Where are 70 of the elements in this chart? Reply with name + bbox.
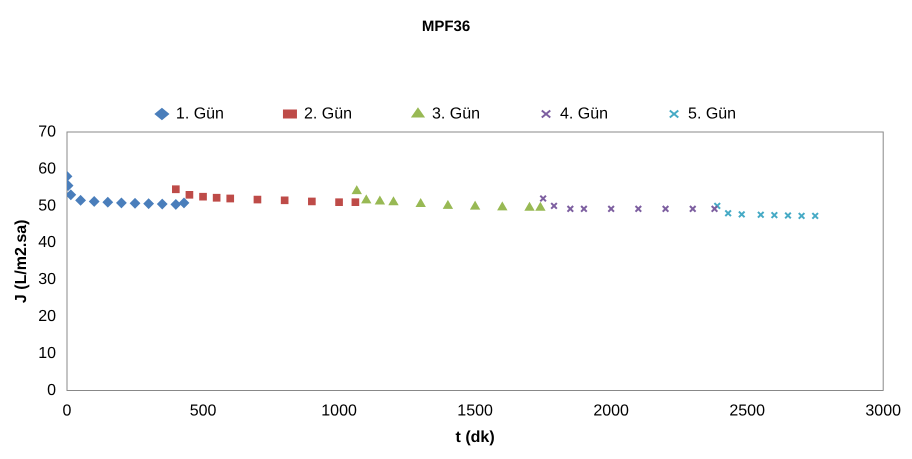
point xyxy=(580,205,588,213)
point xyxy=(724,209,732,218)
point xyxy=(170,199,181,210)
y-tick-label: 40 xyxy=(38,234,56,252)
point xyxy=(536,202,545,211)
legend-label: 2. Gün xyxy=(304,105,352,122)
x-tick-label: 2500 xyxy=(729,402,766,420)
point xyxy=(738,210,746,218)
point xyxy=(226,194,234,202)
point xyxy=(178,198,189,208)
y-tick-label: 50 xyxy=(38,197,56,214)
point xyxy=(186,190,194,199)
point xyxy=(157,199,168,210)
point xyxy=(308,198,316,206)
y-tick-label: 60 xyxy=(38,160,56,178)
chart-title: MPF36 xyxy=(422,18,470,36)
legend-label: 3. Gün xyxy=(432,105,480,122)
x-tick-label: 0 xyxy=(62,402,72,420)
point xyxy=(362,195,371,204)
point xyxy=(607,205,615,213)
point xyxy=(770,211,778,219)
point xyxy=(102,197,113,208)
point xyxy=(199,192,207,200)
point xyxy=(756,210,765,219)
point xyxy=(634,205,642,213)
legend-label: 1. Gün xyxy=(176,105,224,122)
point xyxy=(713,202,722,210)
point xyxy=(76,195,86,206)
point xyxy=(130,198,140,208)
point xyxy=(550,202,558,210)
legend-label: 5. Gün xyxy=(688,105,736,122)
x-tick-label: 500 xyxy=(190,402,216,420)
point xyxy=(389,197,398,206)
y-tick-label: 0 xyxy=(47,382,56,400)
point xyxy=(375,196,384,204)
point xyxy=(66,190,76,200)
point xyxy=(335,198,343,206)
x-axis-title: t (dk) xyxy=(456,428,495,446)
point xyxy=(784,212,792,220)
point xyxy=(470,202,480,210)
y-tick-label: 30 xyxy=(38,271,56,288)
point xyxy=(688,205,697,213)
x-tick-label: 2000 xyxy=(593,402,630,420)
y-tick-label: 10 xyxy=(38,345,56,362)
point xyxy=(254,196,262,204)
point xyxy=(811,212,820,220)
point xyxy=(798,212,806,220)
point xyxy=(352,186,362,194)
point xyxy=(352,198,360,206)
point xyxy=(662,205,670,213)
point xyxy=(525,202,534,211)
y-tick-label: 70 xyxy=(38,123,56,140)
y-axis-title: J (L/m2.sa) xyxy=(13,220,30,304)
x-tick-label: 1500 xyxy=(457,402,493,420)
point xyxy=(280,196,288,204)
point xyxy=(172,185,180,194)
x-tick-label: 3000 xyxy=(865,402,902,420)
point xyxy=(89,196,100,206)
point xyxy=(212,194,220,202)
point xyxy=(443,200,452,209)
legend-label: 4. Gün xyxy=(560,105,608,122)
point xyxy=(416,199,426,208)
point xyxy=(539,194,547,202)
x-tick-label: 1000 xyxy=(321,402,357,420)
point xyxy=(498,202,507,210)
point xyxy=(144,198,154,209)
point xyxy=(710,205,718,213)
point xyxy=(566,205,574,213)
y-tick-label: 20 xyxy=(38,308,56,326)
point xyxy=(116,198,126,208)
